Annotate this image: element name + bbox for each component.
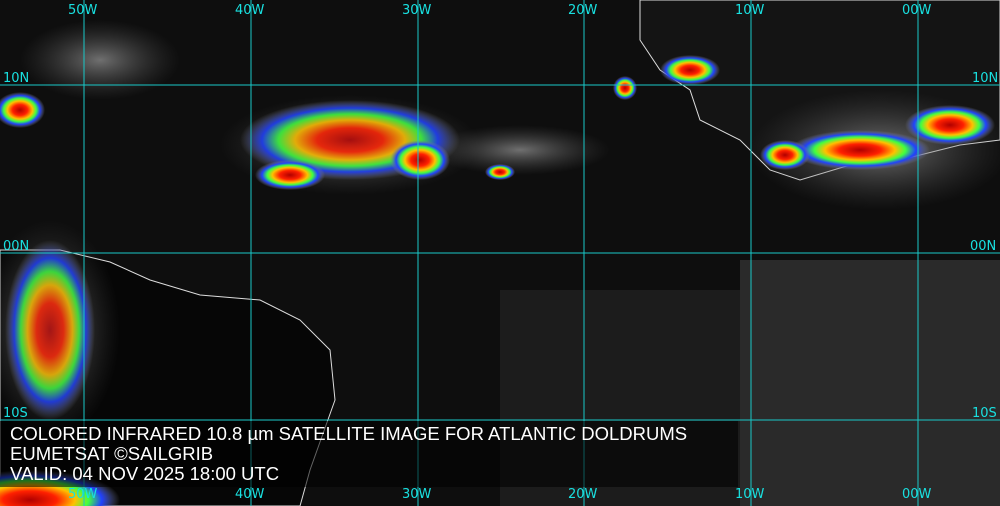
lon-label-30w-bottom: 30W bbox=[402, 487, 432, 502]
lon-label-20w-bottom: 20W bbox=[568, 487, 598, 502]
lon-label-00w-bottom: 00W bbox=[902, 487, 932, 502]
lat-label-00n-right: 00N bbox=[970, 239, 997, 254]
lat-label-00n-left: 00N bbox=[3, 239, 30, 254]
lon-label-50w: 50W bbox=[68, 3, 98, 18]
caption-box: COLORED INFRARED 10.8 µm SATELLITE IMAGE… bbox=[0, 421, 738, 487]
lon-label-50w-bottom: 50W bbox=[68, 487, 98, 502]
caption-source: EUMETSAT ©SAILGRIB bbox=[10, 443, 214, 464]
lat-label-10s-left: 10S bbox=[3, 406, 28, 421]
lon-label-00w: 00W bbox=[902, 3, 932, 18]
lon-label-30w: 30W bbox=[402, 3, 432, 18]
lon-label-20w: 20W bbox=[568, 3, 598, 18]
lat-label-10s-right: 10S bbox=[972, 406, 997, 421]
lon-label-40w: 40W bbox=[235, 3, 265, 18]
lon-label-40w-bottom: 40W bbox=[235, 487, 265, 502]
caption-valid-time: VALID: 04 NOV 2025 18:00 UTC bbox=[10, 463, 280, 484]
lon-label-10w-bottom: 10W bbox=[735, 487, 765, 502]
lat-label-10n-right: 10N bbox=[972, 71, 999, 86]
caption-title: COLORED INFRARED 10.8 µm SATELLITE IMAGE… bbox=[10, 423, 688, 444]
lon-label-10w: 10W bbox=[735, 3, 765, 18]
lat-label-10n-left: 10N bbox=[3, 71, 30, 86]
